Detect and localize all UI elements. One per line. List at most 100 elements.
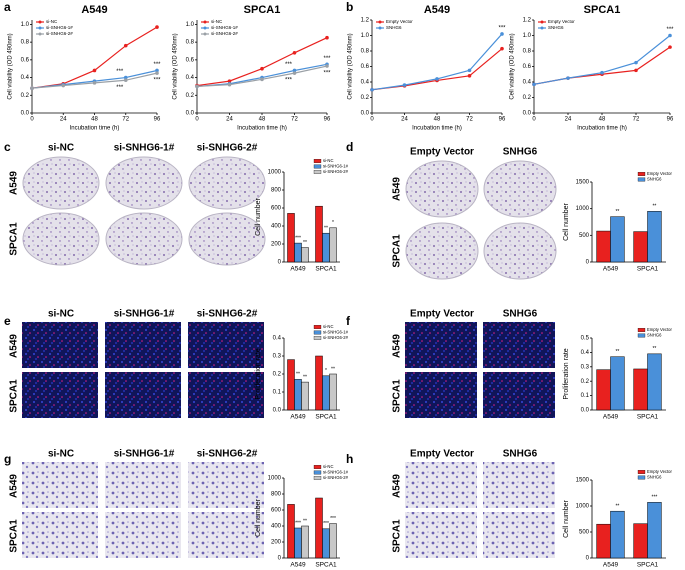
significance: *** [295,235,301,241]
y-tick-label: 400 [271,524,282,530]
stain-image [188,512,264,558]
column-label: SNHG6 [503,147,538,158]
bar [633,368,648,411]
stain-image [483,512,555,558]
column-label: si-NC [48,449,74,460]
significance: *** [295,520,301,526]
legend-label: Empty Vector [647,327,673,332]
y-axis-title: Cell viability (OD 490nm) [348,33,354,99]
fluor-image [188,322,264,368]
column-label: si-SNHG6-2# [197,143,258,154]
panel-letter: f [346,314,351,328]
y-tick-label: 800 [271,492,282,498]
x-axis-title: Incubation time (h) [237,126,287,132]
bar [301,247,309,263]
x-tick-label: A549 [603,414,619,421]
x-tick-label: 96 [324,117,331,123]
fluor-image [483,322,555,368]
legend-swatch [313,159,322,163]
y-tick-label: 0.0 [273,408,282,414]
y-tick-label: 0.3 [273,354,282,360]
data-point [260,77,264,82]
plate-image [405,222,479,280]
legend-label: si-NC [46,19,58,24]
legend-label: SNHG6 [548,25,564,30]
panel-letter: g [4,452,11,466]
legend-label: Empty Vector [647,171,673,176]
y-tick-label: 0.1 [581,393,590,399]
x-tick-label: 0 [532,117,536,123]
x-tick-label: 72 [291,117,298,123]
row-label: SPCA1 [9,519,20,553]
x-tick-label: A549 [290,266,306,273]
y-axis-title: Cell viability (OD 490nm) [173,33,179,99]
significance: ** [331,366,335,372]
bar [329,373,337,411]
y-tick-label: 1.0 [361,33,370,39]
legend-swatch [637,470,646,474]
y-axis-title: Cell number [255,498,262,536]
significance: ** [652,346,656,352]
column-label: SNHG6 [503,449,538,460]
y-tick-label: 0.4 [361,80,370,86]
legend-swatch [313,325,322,329]
y-tick-label: 0.0 [361,111,370,117]
row-label: SPCA1 [392,379,403,413]
significance: * [332,220,334,226]
x-axis-title: Incubation time (h) [577,126,627,132]
significance: ** [303,240,307,246]
legend-marker [38,20,42,24]
significance: *** [652,495,658,501]
y-tick-label: 0.4 [581,350,590,356]
bar [294,527,302,559]
series-line [533,35,671,85]
y-tick-label: 500 [579,233,590,239]
x-tick-label: A549 [603,562,619,569]
legend-marker [378,26,382,30]
fluor-image [105,372,181,418]
y-tick-label: 0.8 [361,49,370,55]
column-label: si-NC [48,143,74,154]
y-tick-label: 0.2 [581,379,590,385]
data-point [292,50,297,55]
data-point [370,87,374,92]
y-tick-label: 0.4 [21,75,30,81]
x-tick-label: SPCA1 [315,414,337,421]
y-tick-label: 500 [579,530,590,536]
bar [322,232,330,263]
y-tick-label: 1.0 [523,33,532,39]
legend-label: SNHG6 [647,177,662,182]
legend-marker [203,20,207,24]
fluor-image [405,372,477,418]
column-label: Empty Vector [410,449,474,460]
bar [647,353,662,411]
significance: ** [615,209,619,215]
x-tick-label: 96 [499,117,506,123]
panel-letter: d [346,140,353,154]
x-tick-label: 48 [259,117,266,123]
significance: *** [323,71,331,77]
legend-label: si-SNHG6-1# [323,330,349,335]
chart-title: A549 [81,4,107,16]
data-point [467,74,472,78]
data-point [600,70,604,75]
legend-marker [38,32,42,36]
stain-image [22,512,98,558]
bar [329,523,337,559]
data-point [260,66,264,71]
y-tick-label: 1000 [576,206,590,212]
y-tick-label: 0 [586,260,590,266]
legend-label: Empty Vector [386,19,413,24]
legend-label: si-NC [323,158,333,163]
y-axis-title: Cell viability (OD 490nm) [8,33,14,99]
bar [294,242,302,263]
y-tick-label: 1.2 [361,18,370,24]
column-label: si-SNHG6-1# [114,143,175,154]
legend-marker [38,26,42,30]
panel-letter: e [4,314,11,328]
legend-label: Empty Vector [548,19,575,24]
data-point [195,84,199,89]
data-point [500,32,504,36]
series-line [31,26,158,89]
significance: *** [323,56,331,62]
